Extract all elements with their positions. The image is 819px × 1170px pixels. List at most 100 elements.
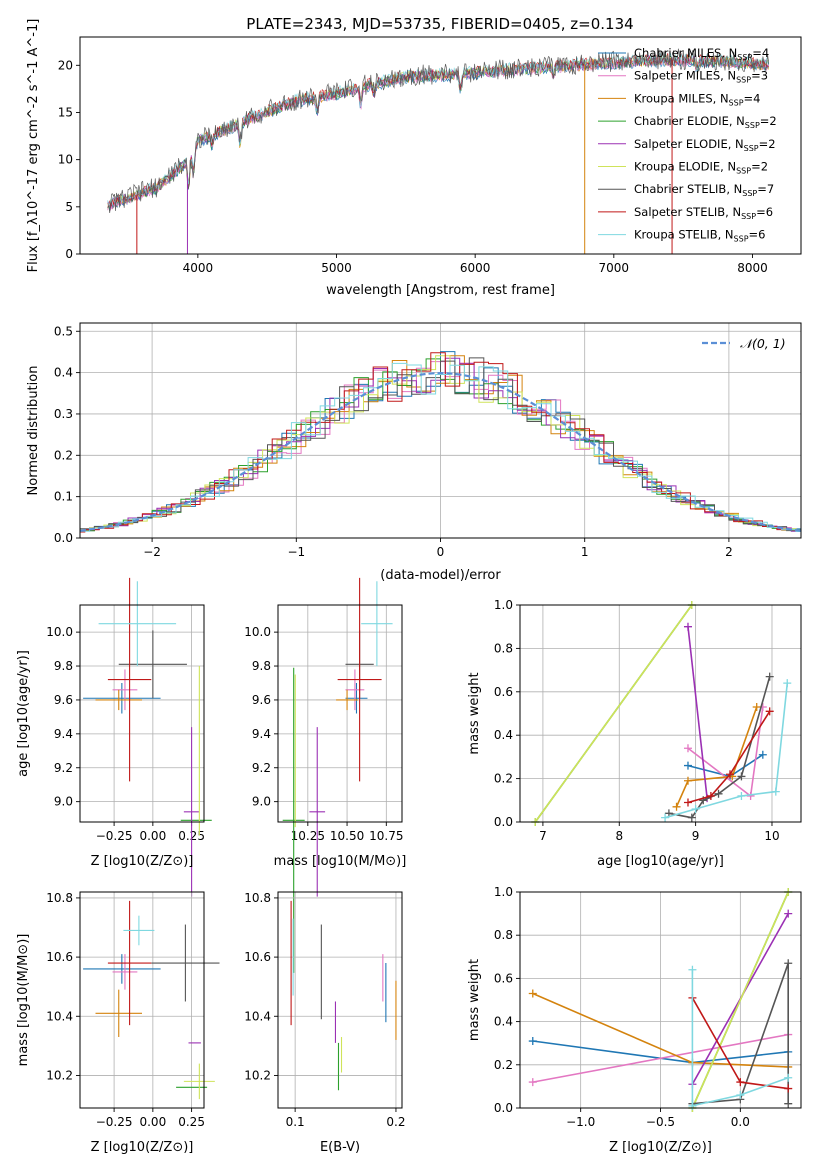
series-lines [531, 601, 792, 826]
weight-marker [752, 702, 761, 711]
histogram-series [80, 362, 801, 532]
x-tick-label: 0.00 [139, 829, 166, 843]
errorbar-point [123, 915, 155, 946]
series-lines [528, 888, 793, 1112]
legend-entry: Kroupa ELODIE, NSSP=2 [634, 160, 768, 176]
errorbar-point [345, 669, 365, 711]
axes-frame [79, 891, 205, 1109]
weight-marker [725, 770, 734, 779]
y-tick-label: 0.0 [54, 531, 73, 545]
weight-vs-metallicity-plot: −1.0 −0.5 0.0 0.0 0.2 0.4 0.6 0.8 1.0 Z [log10(Z/… [467, 885, 802, 1155]
x-tick-label: −0.5 [646, 1115, 675, 1129]
y-tick-label: 10.2 [46, 1068, 73, 1082]
errorbar-point [95, 689, 142, 711]
tick-group: 0.1 0.2 10.2 10.4 10.6 10.8 [244, 891, 405, 1129]
weight-marker [765, 707, 774, 716]
x-tick-label: 10.25 [291, 829, 325, 843]
legend-tail: =7 [757, 182, 774, 196]
y-tick-label: 0.2 [494, 772, 513, 786]
axes-frame [277, 604, 403, 823]
x-tick-label: 2 [725, 545, 733, 559]
x-tick-label: −1.0 [566, 1115, 595, 1129]
axes-frame [79, 36, 802, 255]
errorbar-point [83, 954, 161, 984]
x-tick-label: 10 [764, 829, 779, 843]
spectrum-line [107, 48, 770, 213]
tick-group: −2 −1 0 1 2 0.0 0.1 0.2 0.3 0.4 0.5 [54, 324, 733, 559]
y-tick-label: 0.0 [494, 815, 513, 829]
normal-reference-curve [80, 371, 801, 532]
weight-marker [783, 679, 792, 688]
x-axis-label: Z [log10(Z/Z⊙)] [91, 1140, 194, 1155]
x-tick-label: −1 [287, 545, 305, 559]
y-tick-label: 9.6 [252, 693, 271, 707]
weight-marker [737, 772, 746, 781]
y-tick-label: 1.0 [494, 598, 513, 612]
errorbar-point [183, 727, 200, 897]
errorbar-point [309, 727, 326, 897]
weight-line [692, 963, 790, 1105]
y-tick-label: 1.0 [494, 885, 513, 899]
errorbar-point [183, 1063, 215, 1100]
weight-marker [691, 804, 700, 813]
y-tick-label: 10.0 [46, 625, 73, 639]
legend-text: Chabrier ELODIE, N [634, 114, 745, 128]
y-tick-label: 0.0 [494, 1101, 513, 1115]
y-tick-label: 0.5 [54, 324, 73, 338]
legend-tail: =4 [744, 91, 761, 105]
tick-group: 10.25 10.50 10.75 9.0 9.2 9.4 9.6 9.8 10.0 [244, 625, 403, 843]
histogram-series [80, 352, 801, 533]
x-tick-label: 9 [692, 829, 700, 843]
x-tick-label: 0.00 [139, 1115, 166, 1129]
y-tick-label: 0.4 [494, 1015, 513, 1029]
y-tick-label: 9.8 [54, 659, 73, 673]
weight-marker [528, 1078, 537, 1087]
weight-marker [784, 909, 793, 918]
grid-lines [80, 605, 204, 822]
weight-marker [784, 959, 793, 968]
y-tick-label: 9.4 [54, 727, 73, 741]
legend-tail: =6 [749, 228, 766, 242]
legend-text: Chabrier STELIB, N [634, 182, 742, 196]
age-vs-mass-plot: 10.25 10.50 10.75 9.0 9.2 9.4 9.6 9.8 10.0 mass [… [244, 577, 406, 973]
y-axis-label: Flux [f_λ10^-17 erg cm^-2 s^-1 A^-1] [26, 19, 41, 273]
y-tick-label: 9.0 [252, 795, 271, 809]
legend-sub: SSP [745, 121, 760, 130]
errorbar-point [107, 900, 152, 1026]
x-tick-label: 7 [539, 829, 547, 843]
errorbar-point [107, 577, 152, 782]
legend-text: Kroupa STELIB, N [634, 228, 734, 242]
y-tick-label: 0.4 [494, 728, 513, 742]
y-tick-label: 0.3 [54, 407, 73, 421]
y-tick-label: 15 [58, 105, 73, 119]
weight-marker [688, 965, 697, 974]
legend-tail: =2 [760, 114, 777, 128]
x-tick-label: 0.25 [178, 1115, 205, 1129]
weight-line [687, 626, 708, 799]
y-tick-label: 10.6 [244, 950, 271, 964]
errorbar-point [345, 682, 368, 714]
x-axis-label: (data-model)/error [380, 568, 501, 583]
x-tick-label: 6000 [460, 261, 491, 275]
errorbar-point [98, 581, 177, 667]
grid-lines [278, 605, 402, 822]
y-tick-label: 0.6 [494, 685, 513, 699]
legend-sub: SSP [734, 235, 749, 244]
weight-marker [683, 744, 692, 753]
weight-vs-age-plot: 7 8 9 10 0.0 0.2 0.4 0.6 0.8 1.0 age [log10(age/yr… [467, 598, 802, 869]
errorbar-point [95, 989, 142, 1037]
grid-lines [278, 892, 402, 1108]
weight-marker [672, 802, 681, 811]
x-tick-label: 0 [437, 545, 445, 559]
legend-sub: SSP [737, 53, 752, 62]
weight-marker [784, 1084, 793, 1093]
x-tick-label: 7000 [599, 261, 630, 275]
y-tick-label: 10.8 [244, 891, 271, 905]
y-tick-label: 0 [65, 247, 73, 261]
y-axis-label: mass weight [467, 959, 482, 1041]
errorbar-point [361, 581, 393, 667]
weight-line [691, 969, 789, 1107]
y-tick-label: 10.6 [46, 950, 73, 964]
y-tick-label: 0.1 [54, 490, 73, 504]
legend-tail: =2 [751, 160, 768, 174]
